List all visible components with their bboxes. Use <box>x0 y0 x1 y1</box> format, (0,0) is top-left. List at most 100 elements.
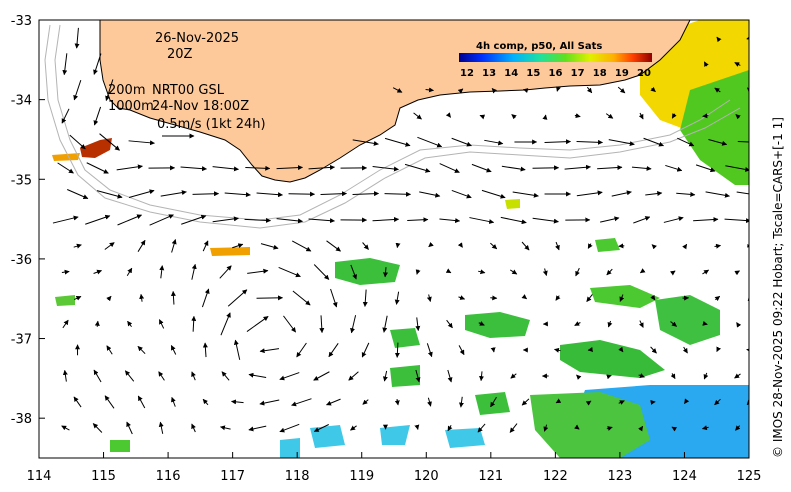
current-vector-arrow <box>703 61 709 67</box>
current-vector-arrow <box>330 288 338 308</box>
current-vector-arrow <box>677 137 695 147</box>
current-vector-arrow <box>650 86 656 93</box>
current-vector-arrow <box>522 88 529 93</box>
current-vector-arrow <box>362 242 369 250</box>
colorbar-tick-label: 20 <box>637 68 651 79</box>
contour-1000m <box>44 24 741 229</box>
current-vector-arrow <box>158 319 165 329</box>
current-vector-arrow <box>585 400 592 406</box>
x-tick-label: 120 <box>414 469 439 484</box>
current-vector-arrow <box>682 346 688 354</box>
current-vector-arrow <box>158 371 165 381</box>
current-vector-arrow <box>395 242 401 249</box>
current-vector-arrow <box>313 424 329 432</box>
current-vector-arrow <box>478 321 485 326</box>
current-vector-arrow <box>407 217 429 223</box>
current-vector-arrow <box>638 112 644 120</box>
current-vector-arrow <box>394 291 400 305</box>
current-vector-arrow <box>735 114 741 120</box>
current-vector-arrow <box>639 268 646 274</box>
x-tick-label: 119 <box>349 469 374 484</box>
x-tick-label: 124 <box>672 469 697 484</box>
current-vector-arrow <box>510 373 517 379</box>
current-vector-arrow <box>117 214 143 226</box>
colorbar-tick-label: 14 <box>504 68 518 79</box>
current-vector-arrow <box>532 165 560 171</box>
current-vector-arrow <box>69 134 86 150</box>
sst-patch-green-south <box>530 392 650 458</box>
current-vector-arrow <box>639 320 644 328</box>
contour-shallow-label: 200m <box>108 83 145 98</box>
current-vector-arrow <box>247 268 269 274</box>
current-vector-arrow <box>554 347 561 353</box>
sst-patch-cyan-south-1 <box>310 425 345 448</box>
altimetry-time-label: 24-Nov 18:00Z <box>152 99 249 114</box>
sst-patch-orange-west <box>52 153 80 161</box>
current-vector-arrow <box>127 320 133 328</box>
sst-patch-green-east <box>680 70 749 185</box>
sst-patch-orange-mid <box>210 247 250 256</box>
current-vector-arrow <box>106 345 113 355</box>
current-vector-arrow <box>202 398 209 406</box>
current-vector-arrow <box>61 425 70 431</box>
x-tick-label: 117 <box>220 469 245 484</box>
current-vector-arrow <box>85 214 111 225</box>
colorbar-tick-label: 18 <box>593 68 607 79</box>
current-vector-arrow <box>606 268 613 276</box>
x-tick-label: 125 <box>737 469 762 484</box>
current-vector-arrow <box>490 396 497 408</box>
sst-patch-green-small <box>390 328 420 348</box>
current-vector-arrow <box>457 88 464 94</box>
x-tick-label: 123 <box>607 469 632 484</box>
current-vector-arrow <box>490 242 498 250</box>
current-vector-arrow <box>676 191 696 197</box>
colorbar-gradient <box>459 53 652 62</box>
current-vector-arrow <box>500 216 527 225</box>
sst-patch-cyan-south-3 <box>445 428 485 448</box>
current-vector-arrow <box>73 295 82 301</box>
current-vector-arrow <box>73 396 82 408</box>
current-vector-arrow <box>608 139 635 146</box>
current-vector-arrow <box>313 264 330 280</box>
current-vector-arrow <box>445 268 452 274</box>
current-vector-arrow <box>490 347 496 353</box>
sst-patch-cyan-south-4 <box>280 438 300 458</box>
current-vector-arrow <box>532 217 559 224</box>
current-vector-arrow <box>352 139 379 146</box>
current-vector-arrow <box>702 269 710 275</box>
current-vector-arrow <box>139 293 145 302</box>
current-vector-arrow <box>555 86 561 92</box>
current-vector-arrow <box>276 218 303 224</box>
current-vector-arrow <box>671 113 677 119</box>
current-vector-arrow <box>451 189 472 199</box>
x-axis: 114 115 116 117 118 119 120 121 122 123 124 125 <box>27 452 762 484</box>
current-vector-arrow <box>326 398 341 406</box>
current-vector-arrow <box>521 398 530 406</box>
sst-patch-warm-coast <box>80 138 112 158</box>
current-vector-arrow <box>180 166 207 172</box>
current-vector-arrow <box>415 269 421 275</box>
current-vector-arrow <box>574 113 581 119</box>
current-vector-arrow <box>521 241 530 251</box>
x-tick-label: 118 <box>285 469 310 484</box>
current-vector-arrow <box>446 319 453 329</box>
current-vector-arrow <box>348 371 359 381</box>
current-vector-arrow <box>279 372 300 381</box>
y-tick-label: -38 <box>11 412 32 427</box>
current-vector-arrow <box>695 164 716 173</box>
current-vector-arrow <box>484 139 504 146</box>
current-vector-arrow <box>415 317 421 331</box>
current-vector-arrow <box>126 267 133 277</box>
current-vector-arrow <box>260 243 279 250</box>
current-vector-arrow <box>244 217 272 223</box>
y-tick-label: -37 <box>11 333 32 348</box>
current-vector-arrow <box>61 108 70 124</box>
current-vector-arrow <box>124 370 135 382</box>
current-vector-arrow <box>248 372 267 378</box>
current-vector-arrow <box>350 264 357 280</box>
current-vector-arrow <box>457 242 463 248</box>
current-vector-arrow <box>220 425 231 431</box>
current-vector-arrow <box>137 345 146 355</box>
current-vector-arrow <box>413 112 422 120</box>
current-vector-arrow <box>684 398 690 404</box>
